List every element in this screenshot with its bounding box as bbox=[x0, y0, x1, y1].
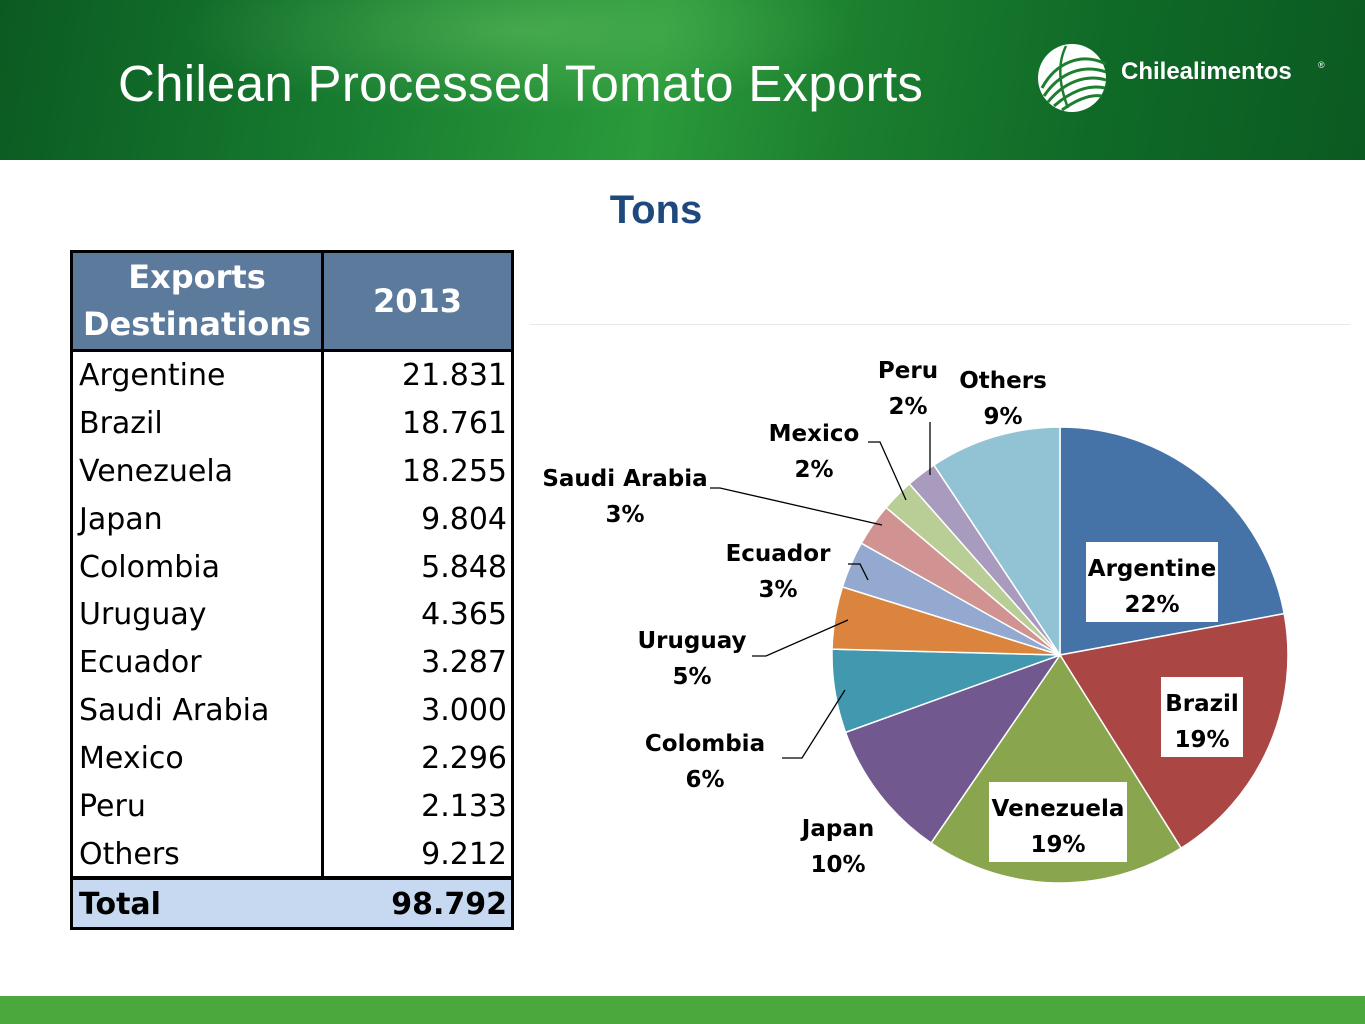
row-destination: Venezuela bbox=[79, 453, 234, 489]
header-destinations: Exports Destinations bbox=[82, 258, 312, 343]
data-label-venezuela: Venezuela bbox=[992, 796, 1125, 822]
logo-registered-mark: ® bbox=[1318, 60, 1325, 70]
data-percent-saudi-arabia: 3% bbox=[605, 502, 644, 528]
row-value: 9.212 bbox=[421, 836, 507, 872]
row-value: 5.848 bbox=[421, 549, 507, 585]
data-percent-uruguay: 5% bbox=[672, 664, 711, 690]
row-destination: Saudi Arabia bbox=[79, 693, 270, 729]
table-row: Peru 2.133 bbox=[73, 783, 511, 831]
chart-subtitle: Tons bbox=[609, 188, 703, 232]
data-percent-peru: 2% bbox=[888, 394, 927, 420]
data-label-japan: Japan bbox=[800, 816, 874, 842]
row-value: 18.761 bbox=[402, 405, 507, 441]
leader-line-saudi-arabia bbox=[710, 487, 883, 526]
page-title: Chilean Processed Tomato Exports bbox=[118, 55, 924, 112]
header-year: 2013 bbox=[372, 282, 463, 320]
row-value: 4.365 bbox=[421, 597, 507, 633]
data-percent-colombia: 6% bbox=[685, 767, 724, 793]
table-header: Exports Destinations 2013 bbox=[73, 253, 511, 352]
total-row: Total 98.792 bbox=[73, 876, 511, 927]
data-percent-mexico: 2% bbox=[794, 457, 833, 483]
data-percent-japan: 10% bbox=[810, 852, 865, 878]
data-percent-ecuador: 3% bbox=[758, 577, 797, 603]
data-percent-venezuela: 19% bbox=[1030, 832, 1085, 858]
row-destination: Colombia bbox=[79, 549, 220, 585]
row-destination: Ecuador bbox=[79, 645, 202, 681]
data-label-others: Others bbox=[959, 368, 1047, 394]
row-destination: Others bbox=[79, 836, 180, 872]
data-label-colombia: Colombia bbox=[645, 731, 765, 757]
chilealimentos-logo-icon bbox=[1038, 44, 1107, 112]
label-box-brazil bbox=[1161, 677, 1243, 757]
table-row: Ecuador 3.287 bbox=[73, 639, 511, 687]
row-destination: Mexico bbox=[79, 741, 184, 777]
row-destination: Argentine bbox=[79, 358, 226, 393]
data-label-saudi-arabia: Saudi Arabia bbox=[542, 466, 707, 492]
row-value: 2.133 bbox=[421, 789, 507, 825]
column-divider bbox=[321, 253, 324, 879]
table-row: Venezuela 18.255 bbox=[73, 448, 511, 496]
data-label-uruguay: Uruguay bbox=[637, 628, 746, 654]
table-row: Others 9.212 bbox=[73, 831, 511, 879]
data-percent-others: 9% bbox=[983, 404, 1022, 430]
row-value: 2.296 bbox=[421, 741, 507, 777]
leader-line-colombia bbox=[782, 689, 846, 759]
data-percent-argentine: 22% bbox=[1124, 592, 1179, 618]
row-destination: Peru bbox=[79, 789, 146, 825]
data-label-brazil: Brazil bbox=[1165, 691, 1239, 717]
pie-slice-japan bbox=[844, 653, 1062, 845]
data-label-mexico: Mexico bbox=[769, 421, 860, 447]
data-label-argentine: Argentine bbox=[1088, 556, 1216, 582]
table-row: Mexico 2.296 bbox=[73, 735, 511, 783]
pie-chart: Argentine 22% Brazil 19% Venezuela 19% Japan 10… bbox=[542, 358, 1289, 884]
data-label-ecuador: Ecuador bbox=[726, 541, 832, 567]
data-label-peru: Peru bbox=[878, 358, 938, 384]
table-row: Colombia 5.848 bbox=[73, 544, 511, 592]
table-body: Argentine 21.831 Brazil 18.761 Venezuela 18… bbox=[73, 352, 511, 879]
table-row: Japan 9.804 bbox=[73, 496, 511, 544]
label-box-venezuela bbox=[989, 782, 1127, 862]
label-box-argentine bbox=[1086, 542, 1218, 622]
data-percent-brazil: 19% bbox=[1174, 727, 1229, 753]
leader-line-mexico bbox=[868, 441, 907, 501]
table-row: Argentine 21.831 bbox=[73, 352, 511, 400]
table-row: Saudi Arabia 3.000 bbox=[73, 687, 511, 735]
leader-line-uruguay bbox=[752, 619, 849, 657]
row-value: 9.804 bbox=[421, 501, 507, 537]
row-value: 18.255 bbox=[402, 453, 507, 489]
header-banner: Chilean Processed Tomato Exports Chileal… bbox=[0, 0, 1365, 160]
exports-table: Exports Destinations 2013 Argentine 21.831… bbox=[70, 250, 514, 930]
table-row: Brazil 18.761 bbox=[73, 400, 511, 448]
footer-bar bbox=[0, 996, 1365, 1024]
row-value: 21.831 bbox=[402, 358, 507, 393]
total-value: 98.792 bbox=[391, 887, 507, 922]
row-value: 3.000 bbox=[421, 693, 507, 729]
chart-top-border bbox=[530, 324, 1350, 325]
total-label: Total bbox=[79, 887, 161, 922]
logo-text: Chilealimentos bbox=[1121, 58, 1292, 85]
row-destination: Uruguay bbox=[79, 597, 207, 633]
table-row: Uruguay 4.365 bbox=[73, 591, 511, 639]
leader-line-ecuador bbox=[848, 563, 869, 581]
row-value: 3.287 bbox=[421, 645, 507, 681]
row-destination: Japan bbox=[79, 501, 163, 537]
row-destination: Brazil bbox=[79, 405, 163, 441]
pie-slice-others bbox=[932, 426, 1061, 658]
